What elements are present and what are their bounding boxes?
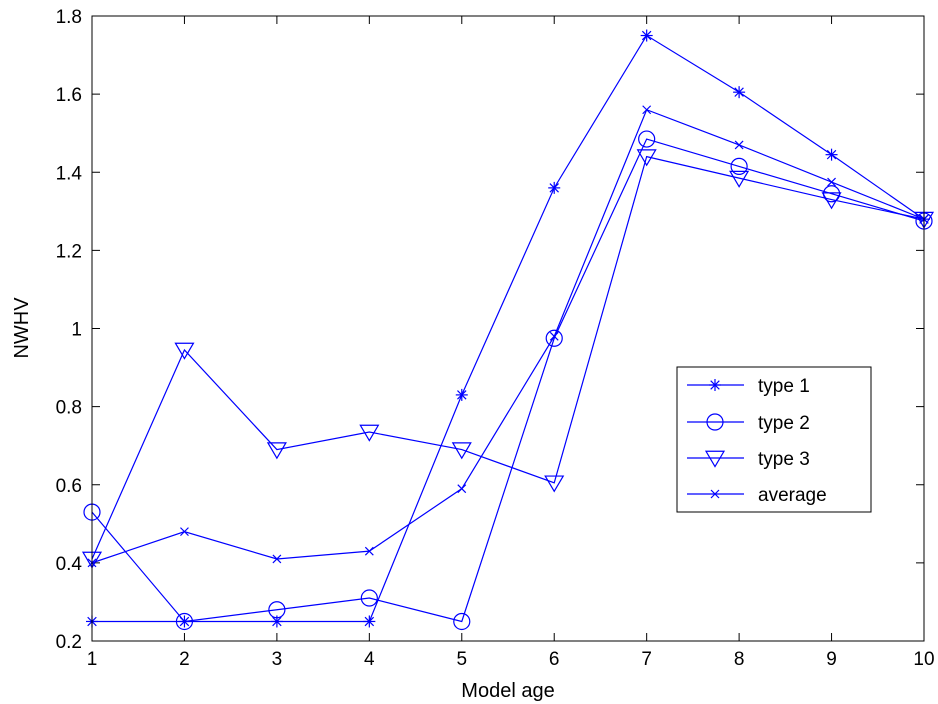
y-tick-label: 1.8 [56, 7, 82, 28]
data-point-type-3 [544, 475, 565, 493]
data-point-type-1 [640, 29, 653, 42]
data-point-type-2 [545, 329, 563, 347]
data-point-type-2 [730, 157, 748, 175]
data-point-type-1 [178, 615, 191, 628]
legend-label: type 2 [758, 413, 810, 434]
data-point-type-3 [821, 192, 842, 210]
legend-marker [706, 413, 724, 431]
y-tick-label: 0.8 [56, 398, 82, 419]
x-tick-label: 8 [734, 649, 745, 670]
data-point-type-3 [729, 170, 750, 188]
legend-label: average [758, 485, 827, 506]
x-tick-label: 10 [913, 649, 934, 670]
data-point-average [364, 546, 374, 556]
y-tick-label: 1 [71, 320, 82, 341]
legend-marker [704, 450, 726, 468]
data-point-type-2 [268, 601, 286, 619]
y-tick-label: 1.4 [56, 163, 83, 184]
data-point-type-1 [455, 388, 468, 401]
data-point-average [272, 554, 282, 564]
series-line-type-1 [92, 34, 925, 623]
legend: type 1 type 2 type 3 average [676, 366, 872, 513]
y-tick-label: 0.2 [56, 632, 82, 653]
data-point-type-2 [453, 612, 471, 631]
x-tick-label: 1 [87, 649, 98, 670]
data-point-type-1 [548, 181, 561, 194]
data-point-type-2 [638, 130, 656, 148]
y-tick-label: 0.4 [56, 554, 83, 575]
data-point-type-2 [360, 589, 378, 607]
data-point-type-3 [359, 424, 380, 442]
series-lines [91, 34, 925, 623]
x-tick-label: 4 [364, 649, 375, 670]
data-point-type-3 [636, 149, 657, 167]
data-point-type-3 [266, 442, 287, 460]
legend-label: type 1 [758, 376, 810, 397]
series-line-average [91, 108, 925, 564]
series-line-type-2 [91, 138, 925, 623]
data-point-average [827, 177, 836, 187]
data-point-average [642, 105, 652, 115]
y-tick-label: 0.6 [56, 476, 82, 497]
data-point-type-3 [174, 342, 195, 360]
legend-item-type-3: type 3 [687, 449, 810, 470]
y-tick-label: 1.6 [56, 85, 82, 106]
x-tick-label: 6 [549, 649, 560, 670]
legend-item-type-2: type 2 [687, 413, 810, 434]
x-tick-label: 3 [272, 649, 283, 670]
plot-frame [91, 15, 925, 642]
x-tick-label: 7 [641, 649, 652, 670]
data-point-type-1 [825, 148, 838, 161]
data-point-average [734, 140, 744, 150]
data-point-type-1 [363, 615, 376, 628]
legend-marker [709, 379, 721, 391]
data-point-average [549, 331, 559, 341]
data-point-average [180, 527, 189, 537]
legend-label: type 3 [758, 449, 810, 470]
legend-box [676, 366, 872, 513]
data-point-average [457, 484, 467, 494]
x-tick-label: 2 [179, 649, 190, 670]
legend-marker [710, 489, 720, 499]
legend-item-type-1: type 1 [687, 376, 810, 397]
data-point-type-1 [733, 86, 746, 99]
y-tick-label: 1.2 [56, 241, 82, 262]
plot-area [92, 16, 924, 641]
data-point-type-3 [451, 442, 472, 460]
series-line-type-3 [91, 155, 925, 560]
y-axis-label: NWHV [11, 297, 33, 359]
legend-item-average: average [687, 485, 827, 506]
x-tick-label: 9 [826, 649, 837, 670]
tick-labels: 1 2 3 4 5 6 7 8 9 10 0.2 0.4 0.6 0.8 1 1.2 1.4 1.6 1.8 [56, 7, 935, 670]
x-tick-label: 5 [456, 649, 467, 670]
x-axis-label: Model age [461, 680, 554, 702]
data-point-type-2 [175, 612, 194, 631]
